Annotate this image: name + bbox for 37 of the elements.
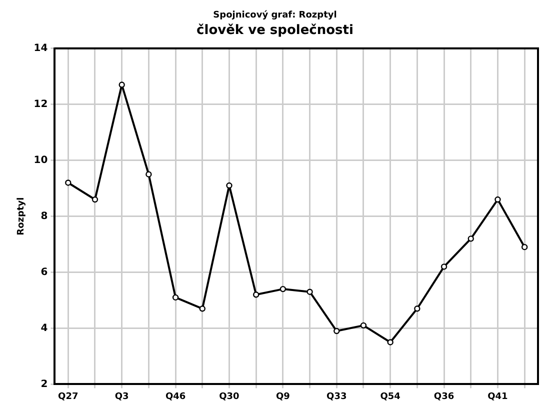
- y-tick-label: 2: [40, 378, 48, 390]
- point: [146, 171, 152, 178]
- y-tick-label: 10: [34, 154, 48, 166]
- point: [414, 306, 420, 312]
- x-tick-label: Q33: [326, 392, 347, 402]
- point: [306, 288, 313, 295]
- point: [92, 196, 98, 203]
- point: [252, 292, 260, 298]
- x-tick-label: Q30: [219, 392, 240, 402]
- y-tick-label: 14: [34, 42, 48, 54]
- point: [226, 182, 232, 189]
- point: [280, 286, 286, 292]
- x-tick-label: Q41: [488, 392, 508, 402]
- point: [360, 322, 367, 329]
- chart-title: Spojnicový graf: Rozptyl: [213, 10, 337, 21]
- y-tick-label: 8: [40, 210, 48, 222]
- y-axis-title: Rozptyl: [16, 197, 27, 236]
- x-tick-label: Q36: [434, 392, 454, 402]
- point: [118, 82, 125, 88]
- y-tick-label: 12: [34, 98, 48, 110]
- x-tick-label: Q54: [380, 392, 400, 402]
- x-tick-label: Q9: [276, 392, 290, 402]
- x-tick-label: Q27: [58, 392, 78, 402]
- point: [440, 264, 448, 270]
- point: [65, 180, 72, 186]
- point: [387, 339, 394, 346]
- point: [521, 244, 528, 250]
- point: [468, 236, 474, 242]
- x-tick-label: Q3: [114, 392, 129, 402]
- y-tick-label: 6: [40, 266, 48, 278]
- point: [172, 294, 179, 301]
- y-tick-label: 4: [40, 322, 48, 334]
- point: [199, 306, 206, 312]
- point: [334, 328, 340, 334]
- point: [494, 196, 501, 203]
- x-tick-label: Q46: [165, 392, 186, 402]
- chart-subtitle: člověk ve společnosti: [196, 22, 354, 38]
